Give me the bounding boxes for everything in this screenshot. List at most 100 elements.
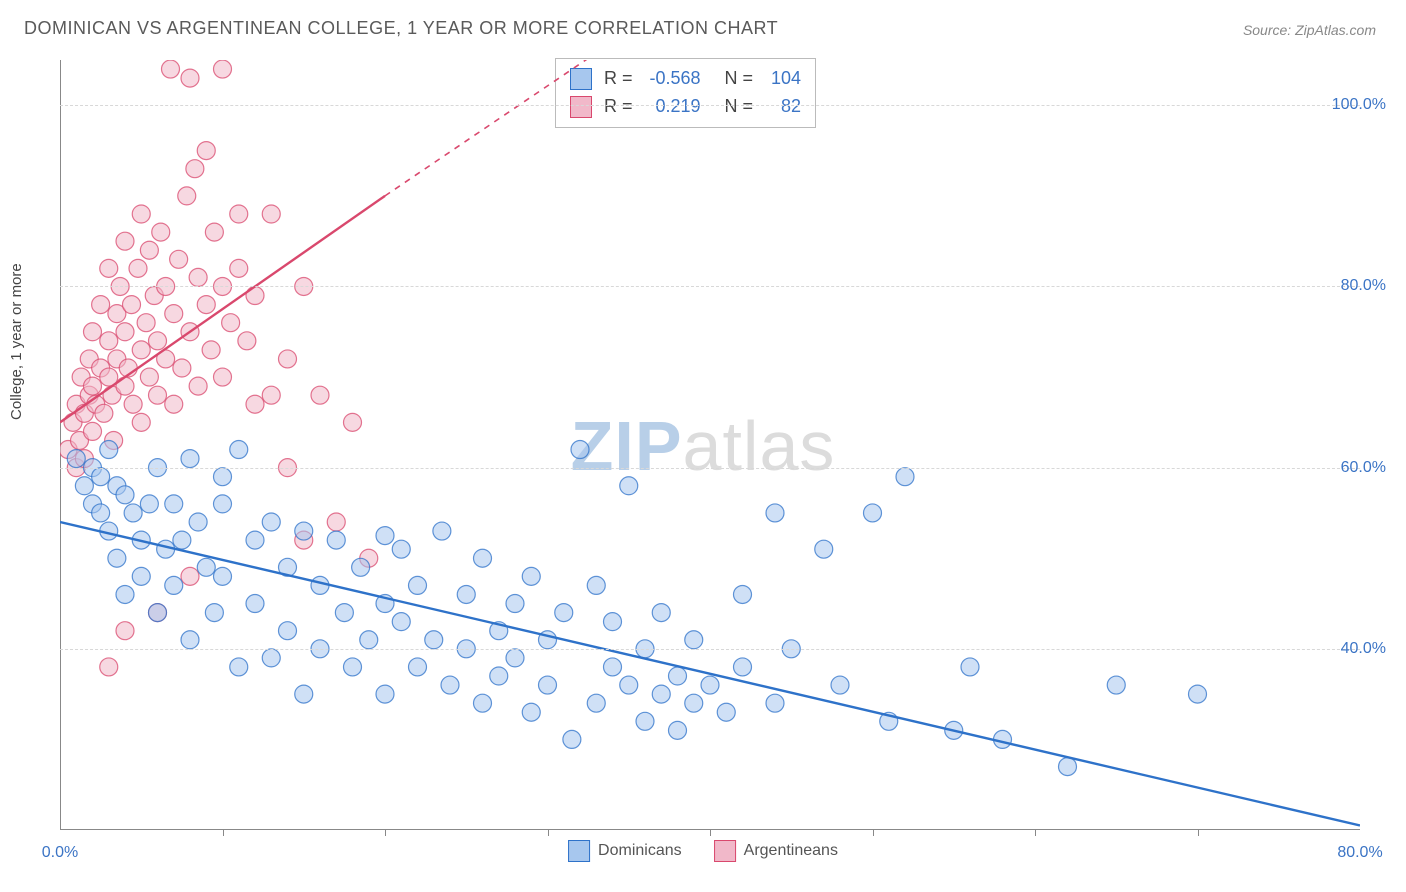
data-point <box>132 567 150 585</box>
data-point <box>701 676 719 694</box>
data-point <box>409 658 427 676</box>
data-point <box>327 531 345 549</box>
x-tick <box>710 829 711 836</box>
data-point <box>669 667 687 685</box>
data-point <box>189 377 207 395</box>
grid-line <box>60 468 1360 469</box>
data-point <box>506 595 524 613</box>
data-point <box>214 468 232 486</box>
data-point <box>181 69 199 87</box>
data-point <box>149 332 167 350</box>
data-point <box>186 160 204 178</box>
data-point <box>344 413 362 431</box>
data-point <box>490 667 508 685</box>
data-point <box>539 676 557 694</box>
data-point <box>425 631 443 649</box>
data-point <box>116 323 134 341</box>
data-point <box>604 658 622 676</box>
data-point <box>1059 758 1077 776</box>
grid-line <box>60 105 1360 106</box>
data-point <box>214 368 232 386</box>
x-tick <box>548 829 549 836</box>
data-point <box>116 622 134 640</box>
data-point <box>116 232 134 250</box>
data-point <box>506 649 524 667</box>
data-point <box>522 703 540 721</box>
legend-item-argentineans: Argentineans <box>714 840 838 862</box>
legend: Dominicans Argentineans <box>568 840 838 862</box>
data-point <box>140 495 158 513</box>
data-point <box>295 522 313 540</box>
data-point <box>129 259 147 277</box>
data-point <box>140 368 158 386</box>
data-point <box>685 694 703 712</box>
data-point <box>181 450 199 468</box>
y-tick-label: 40.0% <box>1341 640 1386 658</box>
data-point <box>197 142 215 160</box>
data-point <box>189 513 207 531</box>
data-point <box>230 259 248 277</box>
data-point <box>75 477 93 495</box>
data-point <box>205 223 223 241</box>
data-point <box>279 622 297 640</box>
legend-item-dominicans: Dominicans <box>568 840 682 862</box>
data-point <box>685 631 703 649</box>
data-point <box>295 685 313 703</box>
data-point <box>896 468 914 486</box>
data-point <box>766 694 784 712</box>
data-point <box>92 296 110 314</box>
data-point <box>652 685 670 703</box>
data-point <box>474 549 492 567</box>
data-point <box>222 314 240 332</box>
data-point <box>92 504 110 522</box>
data-point <box>376 685 394 703</box>
data-point <box>149 386 167 404</box>
y-tick-label: 80.0% <box>1341 277 1386 295</box>
data-point <box>132 205 150 223</box>
data-point <box>327 513 345 531</box>
data-point <box>170 250 188 268</box>
data-point <box>116 585 134 603</box>
y-axis-label: College, 1 year or more <box>8 263 25 420</box>
source-attribution: Source: ZipAtlas.com <box>1243 22 1376 38</box>
data-point <box>214 495 232 513</box>
data-point <box>124 395 142 413</box>
data-point <box>1189 685 1207 703</box>
data-point <box>555 604 573 622</box>
data-point <box>1107 676 1125 694</box>
data-point <box>100 441 118 459</box>
data-point <box>100 259 118 277</box>
x-tick <box>385 829 386 836</box>
data-point <box>311 576 329 594</box>
data-point <box>238 332 256 350</box>
data-point <box>137 314 155 332</box>
data-point <box>92 468 110 486</box>
x-tick-label: 80.0% <box>1337 844 1382 862</box>
source-name: ZipAtlas.com <box>1295 22 1376 38</box>
data-point <box>84 377 102 395</box>
data-point <box>620 477 638 495</box>
data-point <box>815 540 833 558</box>
data-point <box>352 558 370 576</box>
data-point <box>108 549 126 567</box>
data-point <box>214 567 232 585</box>
x-tick <box>223 829 224 836</box>
data-point <box>620 676 638 694</box>
data-point <box>246 595 264 613</box>
data-point <box>335 604 353 622</box>
chart-title: DOMINICAN VS ARGENTINEAN COLLEGE, 1 YEAR… <box>24 18 778 39</box>
data-point <box>230 205 248 223</box>
scatter-chart <box>60 60 1360 830</box>
x-tick <box>873 829 874 836</box>
data-point <box>262 205 280 223</box>
data-point <box>178 187 196 205</box>
data-point <box>100 332 118 350</box>
grid-line <box>60 286 1360 287</box>
data-point <box>376 527 394 545</box>
data-point <box>165 395 183 413</box>
data-point <box>441 676 459 694</box>
data-point <box>246 287 264 305</box>
legend-swatch-argentineans <box>714 840 736 862</box>
data-point <box>173 359 191 377</box>
data-point <box>433 522 451 540</box>
